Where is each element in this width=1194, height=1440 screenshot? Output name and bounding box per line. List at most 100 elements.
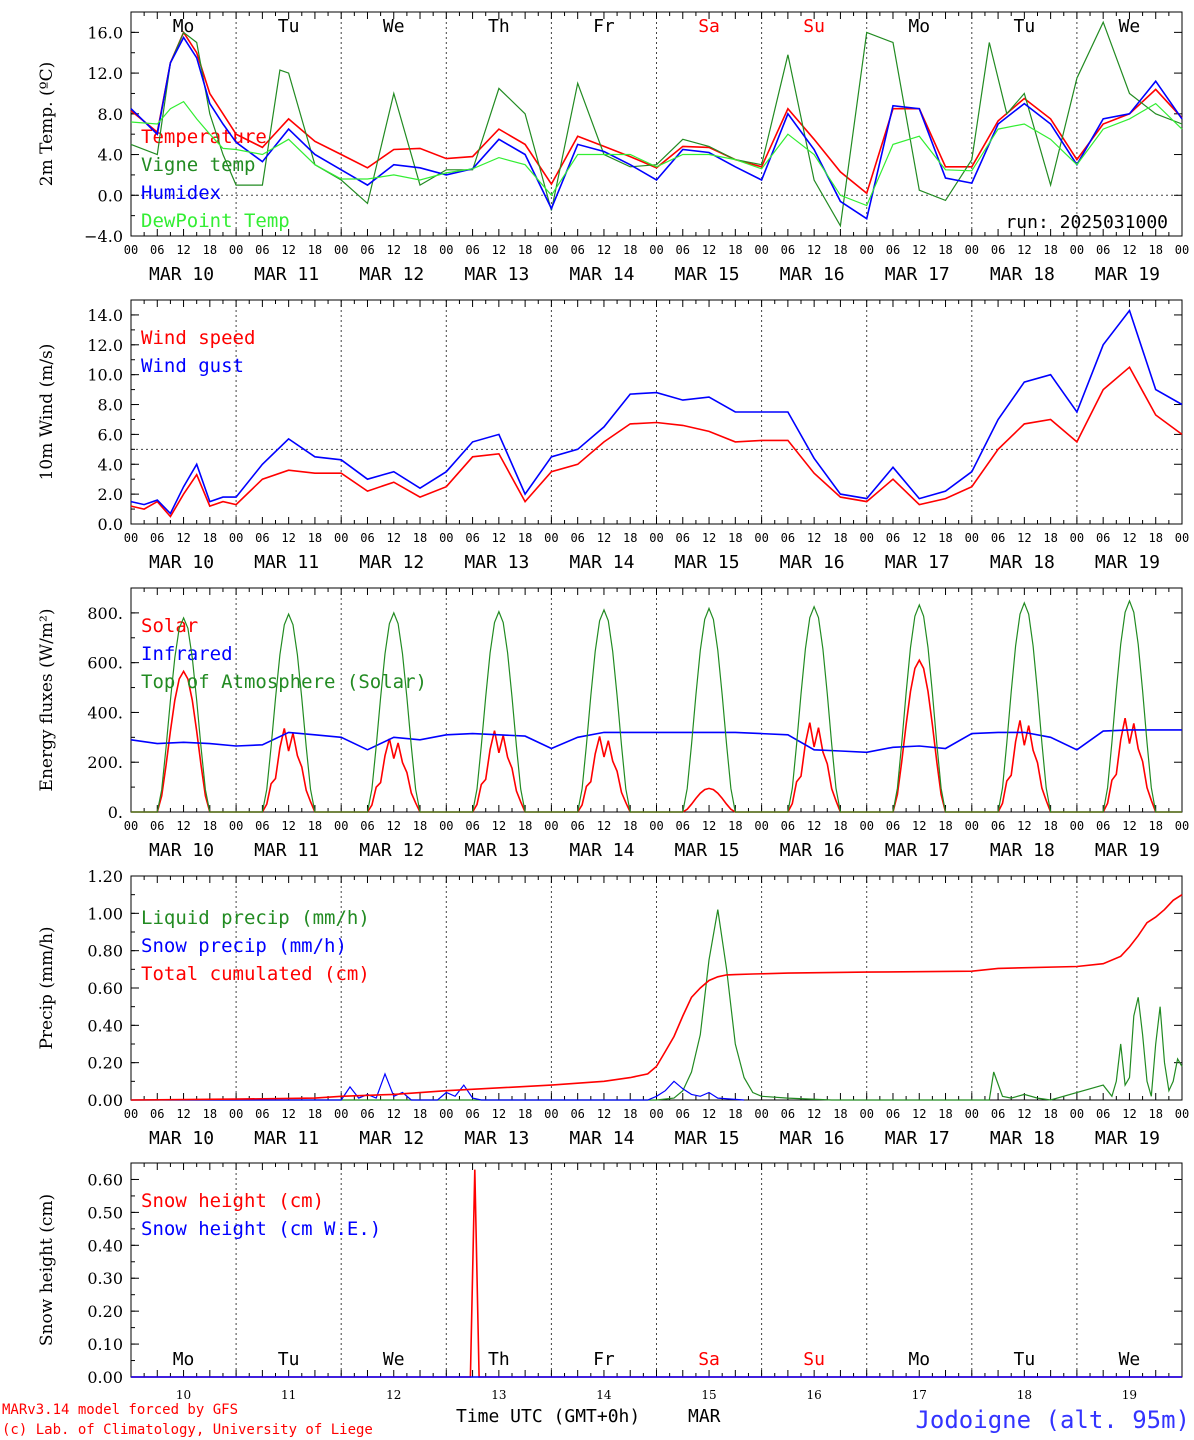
panel-5: 0.00 0.10 0.20 0.30 0.40 0.50 0.60 Snow height … [37,1162,1183,1402]
x-date-label: MAR 13 [464,840,529,861]
x-tick-label: 00 [1175,1107,1189,1121]
x-tick-label: 00 [1070,243,1084,257]
x-tick-label: 00 [439,1107,453,1121]
series-line [130,365,1183,518]
day-name-label: Tu [278,16,300,37]
day-name-label: Tu [278,1349,300,1370]
x-tick-label: 18 [728,1107,742,1121]
x-date-label: MAR 10 [149,552,214,573]
x-tick-label: 00 [544,1107,558,1121]
x-date-label: MAR 18 [990,552,1055,573]
x-tick-label: 18 [413,243,427,257]
x-date-label: MAR 15 [675,1128,740,1149]
day-name-label: Fr [593,1349,615,1370]
x-date-label: MAR 18 [990,840,1055,861]
x-tick-label: 06 [991,1107,1005,1121]
x-tick-label: 12 [597,243,611,257]
x-tick-label: 00 [649,819,663,833]
day-name-label: Sa [698,16,720,37]
x-tick-label: 06 [886,531,900,545]
day-number-label: 16 [807,1388,822,1402]
series-line [131,599,1182,813]
x-tick-label: 06 [360,1107,374,1121]
x-tick-label: 00 [754,531,768,545]
x-tick-label: 06 [781,531,795,545]
y-tick-label: 12.0 [87,336,123,355]
x-tick-label: 06 [360,243,374,257]
day-name-label: Tu [1014,16,1036,37]
legend-entry: Vigne temp [141,154,255,176]
x-tick-label: 12 [387,819,401,833]
x-date-label: MAR 16 [780,264,845,285]
y-tick-label: 6.0 [98,425,123,444]
panel-1: −4.0 0.0 4.0 8.0 12.0 16.0 2m Temp. (ºC) 00 06 12… [37,11,1189,285]
footer-station: Jodoigne (alt. 95m) [915,1406,1190,1434]
x-tick-label: 00 [334,1107,348,1121]
x-date-label: MAR 11 [254,264,319,285]
x-tick-label: 18 [728,531,742,545]
x-tick-label: 06 [150,1107,164,1121]
x-tick-label: 00 [439,819,453,833]
x-tick-label: 06 [886,1107,900,1121]
x-tick-label: 18 [308,1107,322,1121]
x-tick-label: 12 [807,819,821,833]
y-axis-label: 10m Wind (m/s) [37,344,57,481]
x-tick-label: 00 [544,819,558,833]
day-name-label: Mo [908,16,930,37]
x-tick-label: 12 [1122,243,1136,257]
x-date-label: MAR 17 [885,1128,950,1149]
x-tick-label: 12 [176,819,190,833]
day-number-label: 19 [1122,1388,1137,1402]
x-tick-label: 18 [1043,531,1057,545]
x-tick-label: 00 [544,243,558,257]
x-tick-label: 12 [281,243,295,257]
x-tick-label: 12 [702,1107,716,1121]
legend-entry: DewPoint Temp [141,210,290,232]
x-tick-label: 12 [1122,819,1136,833]
x-tick-label: 06 [255,243,269,257]
series-line [130,308,1183,515]
x-tick-label: 06 [360,819,374,833]
y-tick-label: 0.00 [87,1368,123,1387]
x-tick-label: 06 [465,1107,479,1121]
x-date-label: MAR 17 [885,264,950,285]
x-tick-label: 00 [859,531,873,545]
x-tick-label: 18 [308,819,322,833]
x-tick-label: 00 [544,531,558,545]
x-tick-label: 00 [1175,819,1189,833]
x-date-label: MAR 16 [780,552,845,573]
x-date-label: MAR 10 [149,840,214,861]
x-tick-label: 00 [754,819,768,833]
legend-entry: Solar [141,615,198,637]
y-tick-label: 16.0 [87,23,123,42]
x-tick-label: 12 [492,531,506,545]
x-date-label: MAR 19 [1095,552,1160,573]
x-tick-label: 12 [912,243,926,257]
x-tick-label: 06 [781,1107,795,1121]
x-date-label: MAR 11 [254,552,319,573]
x-tick-label: 12 [1017,243,1031,257]
y-tick-label: −4.0 [84,227,123,246]
day-name-label: Th [488,16,510,37]
x-tick-label: 06 [991,819,1005,833]
x-tick-label: 00 [229,819,243,833]
x-tick-label: 06 [886,819,900,833]
x-tick-label: 18 [623,819,637,833]
x-tick-label: 18 [518,1107,532,1121]
x-tick-label: 00 [859,1107,873,1121]
legend-entry: Wind speed [141,327,255,349]
x-date-label: MAR 14 [569,264,634,285]
x-tick-label: 12 [176,531,190,545]
x-tick-label: 18 [833,531,847,545]
y-tick-label: 10.0 [87,366,123,385]
y-tick-label: 0.20 [87,1054,123,1073]
x-tick-label: 12 [281,1107,295,1121]
x-tick-label: 00 [334,819,348,833]
x-tick-label: 06 [465,243,479,257]
legend-entry: Snow height (cm) [141,1190,324,1212]
x-tick-label: 12 [702,531,716,545]
day-name-label: We [383,16,405,37]
x-tick-label: 12 [597,1107,611,1121]
x-date-label: MAR 11 [254,1128,319,1149]
x-tick-label: 18 [938,243,952,257]
